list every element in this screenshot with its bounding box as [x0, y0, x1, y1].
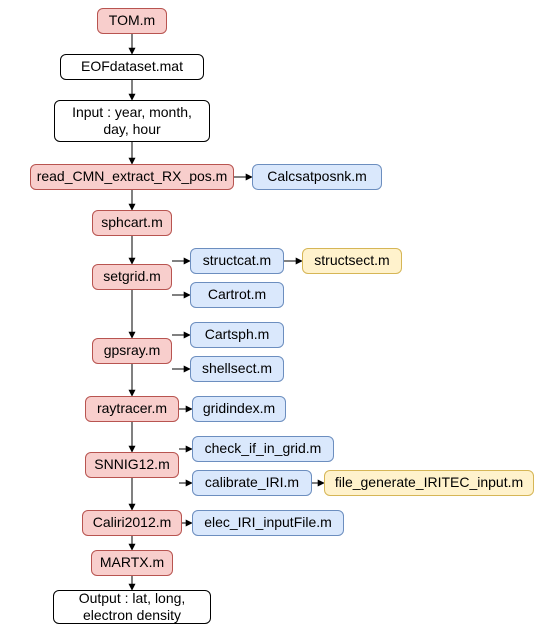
- node-shellsect: shellsect.m: [190, 356, 284, 382]
- node-structcat: structcat.m: [190, 248, 284, 274]
- node-setgrid: setgrid.m: [92, 264, 172, 290]
- node-caliri2012: Caliri2012.m: [82, 510, 182, 536]
- node-tom: TOM.m: [97, 8, 167, 34]
- node-readcmn: read_CMN_extract_RX_pos.m: [30, 164, 234, 190]
- node-input: Input : year, month, day, hour: [54, 100, 210, 142]
- node-snnig: SNNIG12.m: [85, 452, 179, 478]
- node-cartrot: Cartrot.m: [190, 282, 284, 308]
- node-calirri: calibrate_IRI.m: [192, 470, 312, 496]
- node-gridindex: gridindex.m: [192, 396, 286, 422]
- node-cartsph: Cartsph.m: [190, 322, 284, 348]
- node-martx: MARTX.m: [91, 550, 173, 576]
- node-sphcart: sphcart.m: [92, 210, 172, 236]
- node-filegen: file_generate_IRITEC_input.m: [324, 470, 534, 496]
- node-output: Output : lat, long, electron density: [53, 590, 211, 624]
- node-gpsray: gpsray.m: [92, 338, 172, 364]
- node-eofdataset: EOFdataset.mat: [60, 54, 204, 80]
- node-checkingrid: check_if_in_grid.m: [192, 436, 334, 462]
- node-raytracer: raytracer.m: [85, 396, 179, 422]
- flowchart-canvas: TOM.m EOFdataset.mat Input : year, month, …: [0, 0, 539, 627]
- node-elecirin: elec_IRI_inputFile.m: [192, 510, 344, 536]
- node-structsect: structsect.m: [302, 248, 402, 274]
- node-calcsat: Calcsatposnk.m: [252, 164, 382, 190]
